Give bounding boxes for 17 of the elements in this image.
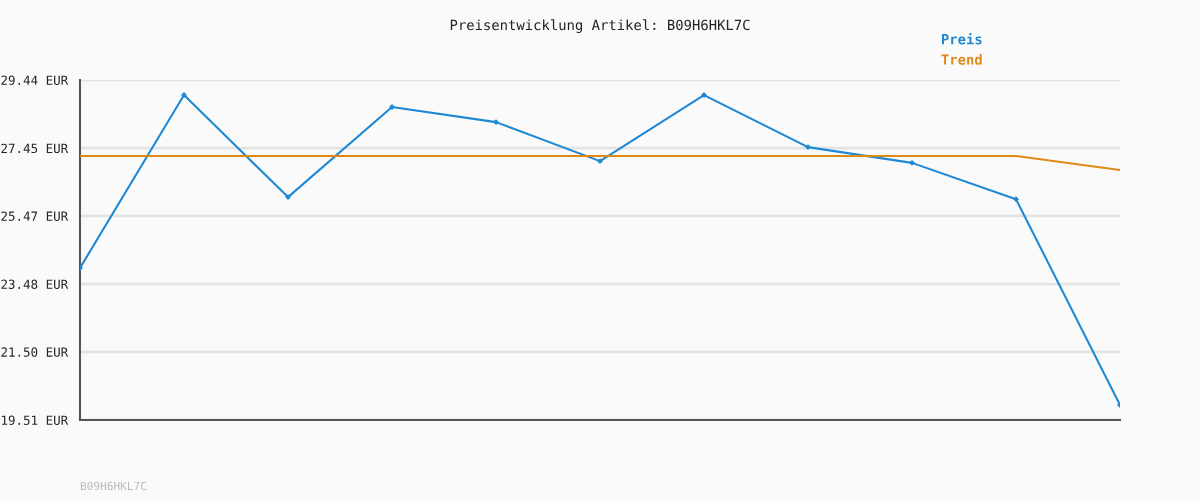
y-tick-label: 27.45 EUR [1, 143, 69, 154]
point [597, 158, 603, 165]
y-tick-label: 23.48 EUR [1, 279, 69, 290]
point [909, 159, 915, 166]
text: Preis [941, 32, 982, 45]
y-tick-label: 19.51 EUR [1, 415, 69, 425]
point [701, 92, 707, 99]
y-tick-label: 25.47 EUR [1, 211, 69, 221]
text: B09H6HKL7C [80, 481, 147, 491]
point [493, 119, 499, 126]
point [1013, 196, 1019, 203]
chart-title: Preisentwicklung Artikel: B09H6HKL7C [450, 19, 750, 33]
point [285, 194, 291, 201]
y-tick-label: 21.50 EUR [1, 347, 69, 357]
y-tick-label: 29.44 EUR [1, 75, 69, 85]
point [805, 144, 811, 151]
text: Trend [941, 54, 982, 65]
